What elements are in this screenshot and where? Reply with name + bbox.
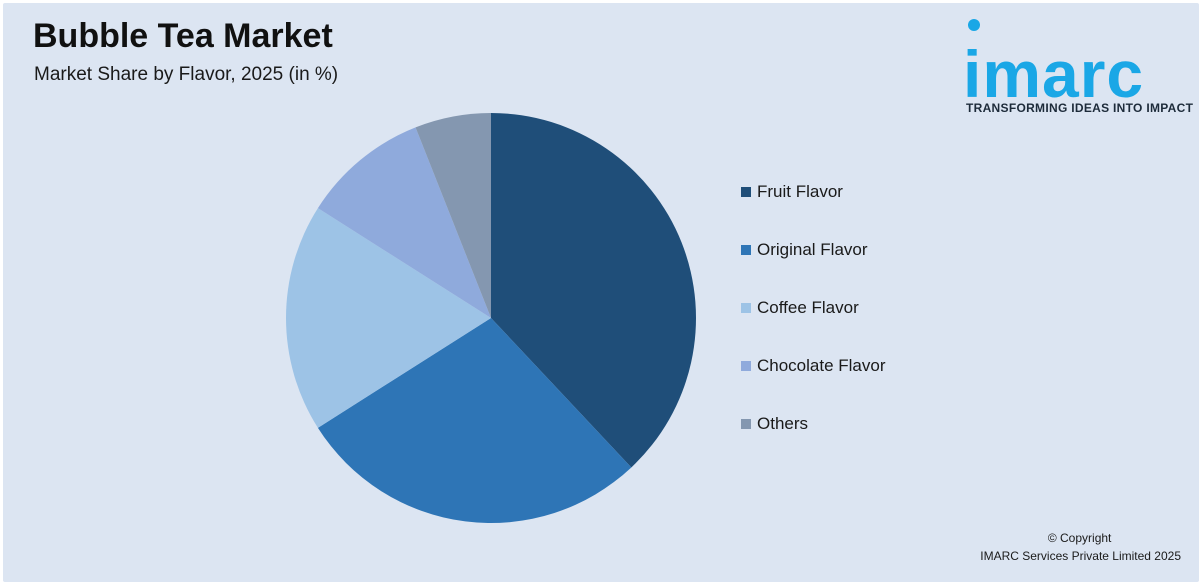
copyright-line-2: IMARC Services Private Limited 2025 [980,549,1181,563]
legend-label: Fruit Flavor [757,182,843,201]
logo-wordmark: imarc [963,37,1145,111]
pie-chart [286,113,696,523]
chart-subtitle: Market Share by Flavor, 2025 (in %) [34,64,339,85]
logo-tagline: TRANSFORMING IDEAS INTO IMPACT [966,101,1194,115]
pie-slice-chocolate-flavor [317,127,491,319]
legend-swatch [741,245,751,255]
pie-slice-coffee-flavor [286,208,491,428]
legend-swatch [741,419,751,429]
legend-swatch [741,187,751,197]
legend-label: Chocolate Flavor [757,356,886,375]
legend-label: Original Flavor [757,240,868,259]
legend-label: Others [757,414,809,433]
logo-dot [968,19,980,31]
legend-label: Coffee Flavor [757,298,859,317]
copyright-line-1: © Copyright [1047,531,1112,545]
legend-swatch [741,361,751,371]
legend-swatch [741,303,751,313]
pie-slice-others [415,113,491,318]
copyright-notice: © Copyright IMARC Services Private Limit… [980,529,1181,565]
pie-slice-fruit-flavor [491,113,696,468]
chart-title: Bubble Tea Market [33,17,333,55]
pie-slice-original-flavor [317,318,632,523]
imarc-logo: imarc TRANSFORMING IDEAS INTO IMPACT [963,19,1195,119]
chart-canvas: Bubble Tea Market Market Share by Flavor… [3,3,1199,582]
